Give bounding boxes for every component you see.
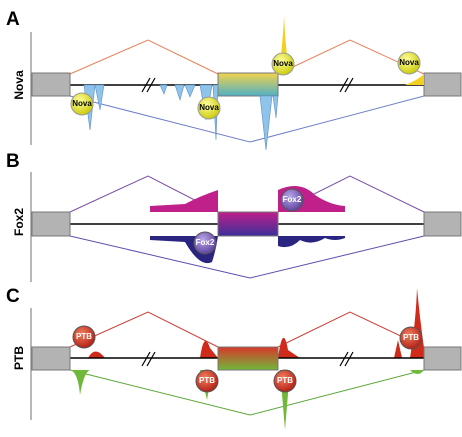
panel-label: Nova <box>12 70 26 100</box>
site-label: Nova <box>72 99 92 108</box>
binding-peak <box>70 370 424 430</box>
binding-peak <box>340 352 353 366</box>
site-label: PTB <box>199 376 215 385</box>
binding-peak <box>278 236 345 247</box>
binding-peak <box>405 74 424 85</box>
panel-letter: A <box>6 9 20 30</box>
figure: A Nova Nova Nova Nova Nova B Fox2 <box>0 0 462 437</box>
panel-c: C PTB PTB PTB PTB PTB <box>6 286 461 430</box>
panel-label: PTB <box>12 346 26 370</box>
panel-label: Fox2 <box>12 208 26 236</box>
site-label: Fox2 <box>283 195 302 204</box>
exon-box <box>218 347 278 370</box>
splice-path <box>70 40 218 74</box>
exon-box <box>424 347 461 370</box>
binding-peak <box>260 96 278 150</box>
binding-peak <box>160 85 195 100</box>
panel-letter: B <box>6 151 20 172</box>
exon-box <box>32 347 70 370</box>
site-label: PTB <box>76 332 92 341</box>
site-label: Nova <box>199 103 219 112</box>
exon-box <box>32 212 70 236</box>
site-label: Fox2 <box>196 238 215 247</box>
site-label: Nova <box>273 59 293 68</box>
splice-path <box>70 96 424 142</box>
panel-a: A Nova Nova Nova Nova Nova <box>6 9 461 150</box>
panel-letter: C <box>6 286 20 307</box>
site-label: PTB <box>277 376 293 385</box>
exon-box <box>218 212 278 236</box>
binding-peak <box>142 352 155 366</box>
site-label: Nova <box>399 58 419 67</box>
exon-box <box>424 212 461 236</box>
site-label: PTB <box>403 333 419 342</box>
exon-box <box>424 73 461 96</box>
exon-box <box>218 73 278 96</box>
panel-b: B Fox2 Fox2 Fox2 <box>6 151 461 282</box>
splice-path <box>70 236 424 278</box>
binding-peak <box>150 190 218 212</box>
splice-path <box>70 370 424 415</box>
exon-box <box>32 73 70 96</box>
